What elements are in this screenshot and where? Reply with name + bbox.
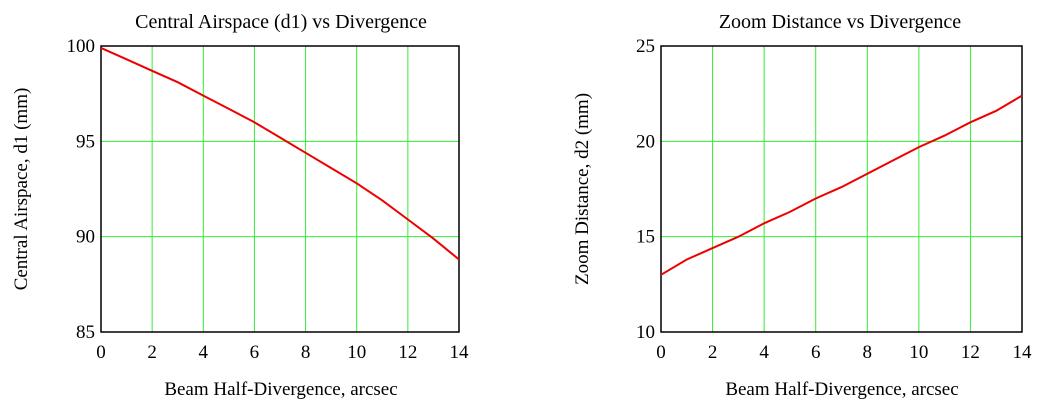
y-tick-label: 15 [636,227,655,248]
zoom-distance-chart: Zoom Distance vs Divergence Zoom Distanc… [572,11,1032,400]
x-tick-label: 8 [863,342,873,363]
central-airspace-chart: Central Airspace (d1) vs Divergence Cent… [11,11,469,400]
x-tick-label: 12 [398,342,417,363]
x-tick-label: 8 [301,342,311,363]
plot-frame [660,45,1023,333]
grid [661,46,1022,332]
chart-title: Zoom Distance vs Divergence [719,11,961,33]
y-tick-label: 20 [636,131,655,152]
plot-frame [100,45,460,333]
x-axis-label: Beam Half-Divergence, arcsec [725,379,958,400]
x-tick-label: 14 [1013,342,1033,363]
tick-labels: 0 2 4 6 8 10 12 14 10 15 20 25 [636,36,1032,363]
x-tick-label: 4 [199,342,209,363]
series-line [100,46,460,261]
x-axis-label: Beam Half-Divergence, arcsec [164,379,397,400]
x-tick-label: 6 [250,342,260,363]
y-tick-label: 100 [67,36,96,57]
x-tick-label: 0 [96,342,106,363]
y-tick-label: 25 [636,36,655,57]
x-tick-label: 6 [811,342,821,363]
x-tick-label: 4 [759,342,769,363]
x-tick-label: 10 [347,342,366,363]
x-tick-label: 14 [450,342,470,363]
x-tick-label: 0 [656,342,666,363]
y-tick-label: 90 [76,227,95,248]
tick-labels: 0 2 4 6 8 10 12 14 85 90 95 100 [67,36,470,363]
y-tick-label: 95 [76,131,95,152]
y-tick-label: 10 [636,322,655,343]
x-tick-label: 10 [909,342,928,363]
series-line [660,94,1023,276]
y-tick-label: 85 [76,322,95,343]
y-axis-label: Zoom Distance, d2 (mm) [572,93,593,285]
x-tick-label: 12 [961,342,980,363]
chart-title: Central Airspace (d1) vs Divergence [135,11,427,33]
x-tick-label: 2 [708,342,718,363]
grid [101,46,459,332]
x-tick-label: 2 [147,342,157,363]
y-axis-label: Central Airspace, d1 (mm) [11,88,32,291]
